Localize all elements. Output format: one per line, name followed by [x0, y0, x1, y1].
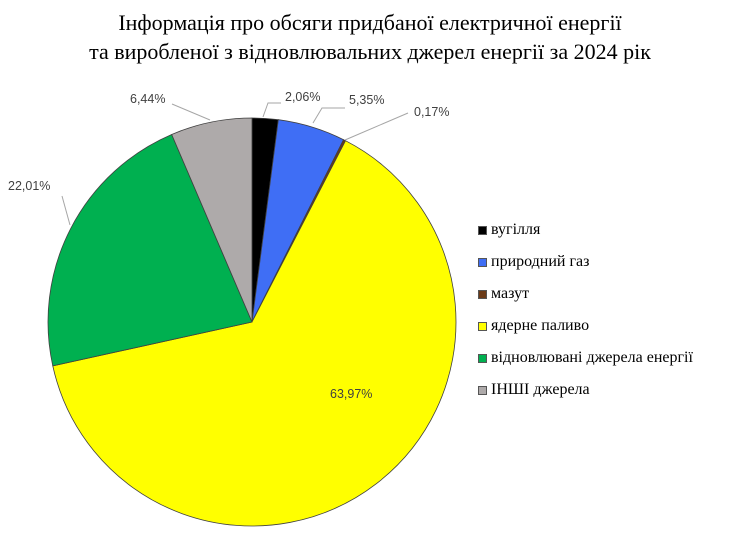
- legend: вугілля природний газ мазут ядерне паливо ві…: [478, 214, 693, 406]
- leader-line-3: [344, 112, 409, 141]
- legend-item-5: відновлювані джерела енергії: [478, 342, 693, 374]
- data-label-3: 0,17%: [414, 105, 449, 119]
- leader-line-6: [171, 103, 211, 121]
- leader-line-1: [262, 102, 281, 118]
- legend-swatch: [478, 353, 487, 363]
- leader-line-2: [312, 107, 345, 124]
- pie-slice-6: [171, 117, 253, 323]
- legend-label: природний газ: [491, 253, 590, 270]
- legend-swatch: [478, 289, 487, 299]
- legend-item-6: ІНШІ джерела: [478, 374, 693, 406]
- legend-swatch: [478, 257, 487, 267]
- legend-swatch: [478, 385, 487, 395]
- data-label-1: 2,06%: [285, 90, 320, 104]
- legend-item-2: природний газ: [478, 246, 693, 278]
- legend-item-3: мазут: [478, 278, 693, 310]
- chart-title-line-2: та виробленої з відновлювальних джерел е…: [89, 39, 651, 64]
- legend-label: відновлювані джерела енергії: [491, 349, 693, 366]
- leader-line-5: [61, 195, 71, 226]
- legend-label: мазут: [491, 285, 530, 302]
- pie-slice-4: [52, 140, 457, 527]
- chart-title: Інформація про обсяги придбаної електрич…: [0, 8, 740, 66]
- legend-swatch: [478, 225, 487, 235]
- data-label-6: 6,44%: [130, 92, 165, 106]
- legend-swatch: [478, 321, 487, 331]
- data-label-5: 22,01%: [8, 179, 50, 193]
- legend-item-4: ядерне паливо: [478, 310, 693, 342]
- legend-label: вугілля: [491, 221, 541, 238]
- legend-label: ІНШІ джерела: [491, 381, 590, 398]
- data-label-2: 5,35%: [349, 93, 384, 107]
- pie-slice-5: [47, 133, 253, 367]
- data-label-4: 63,97%: [330, 387, 372, 401]
- legend-item-1: вугілля: [478, 214, 693, 246]
- chart-title-line-1: Інформація про обсяги придбаної електрич…: [118, 10, 622, 35]
- legend-label: ядерне паливо: [491, 317, 590, 334]
